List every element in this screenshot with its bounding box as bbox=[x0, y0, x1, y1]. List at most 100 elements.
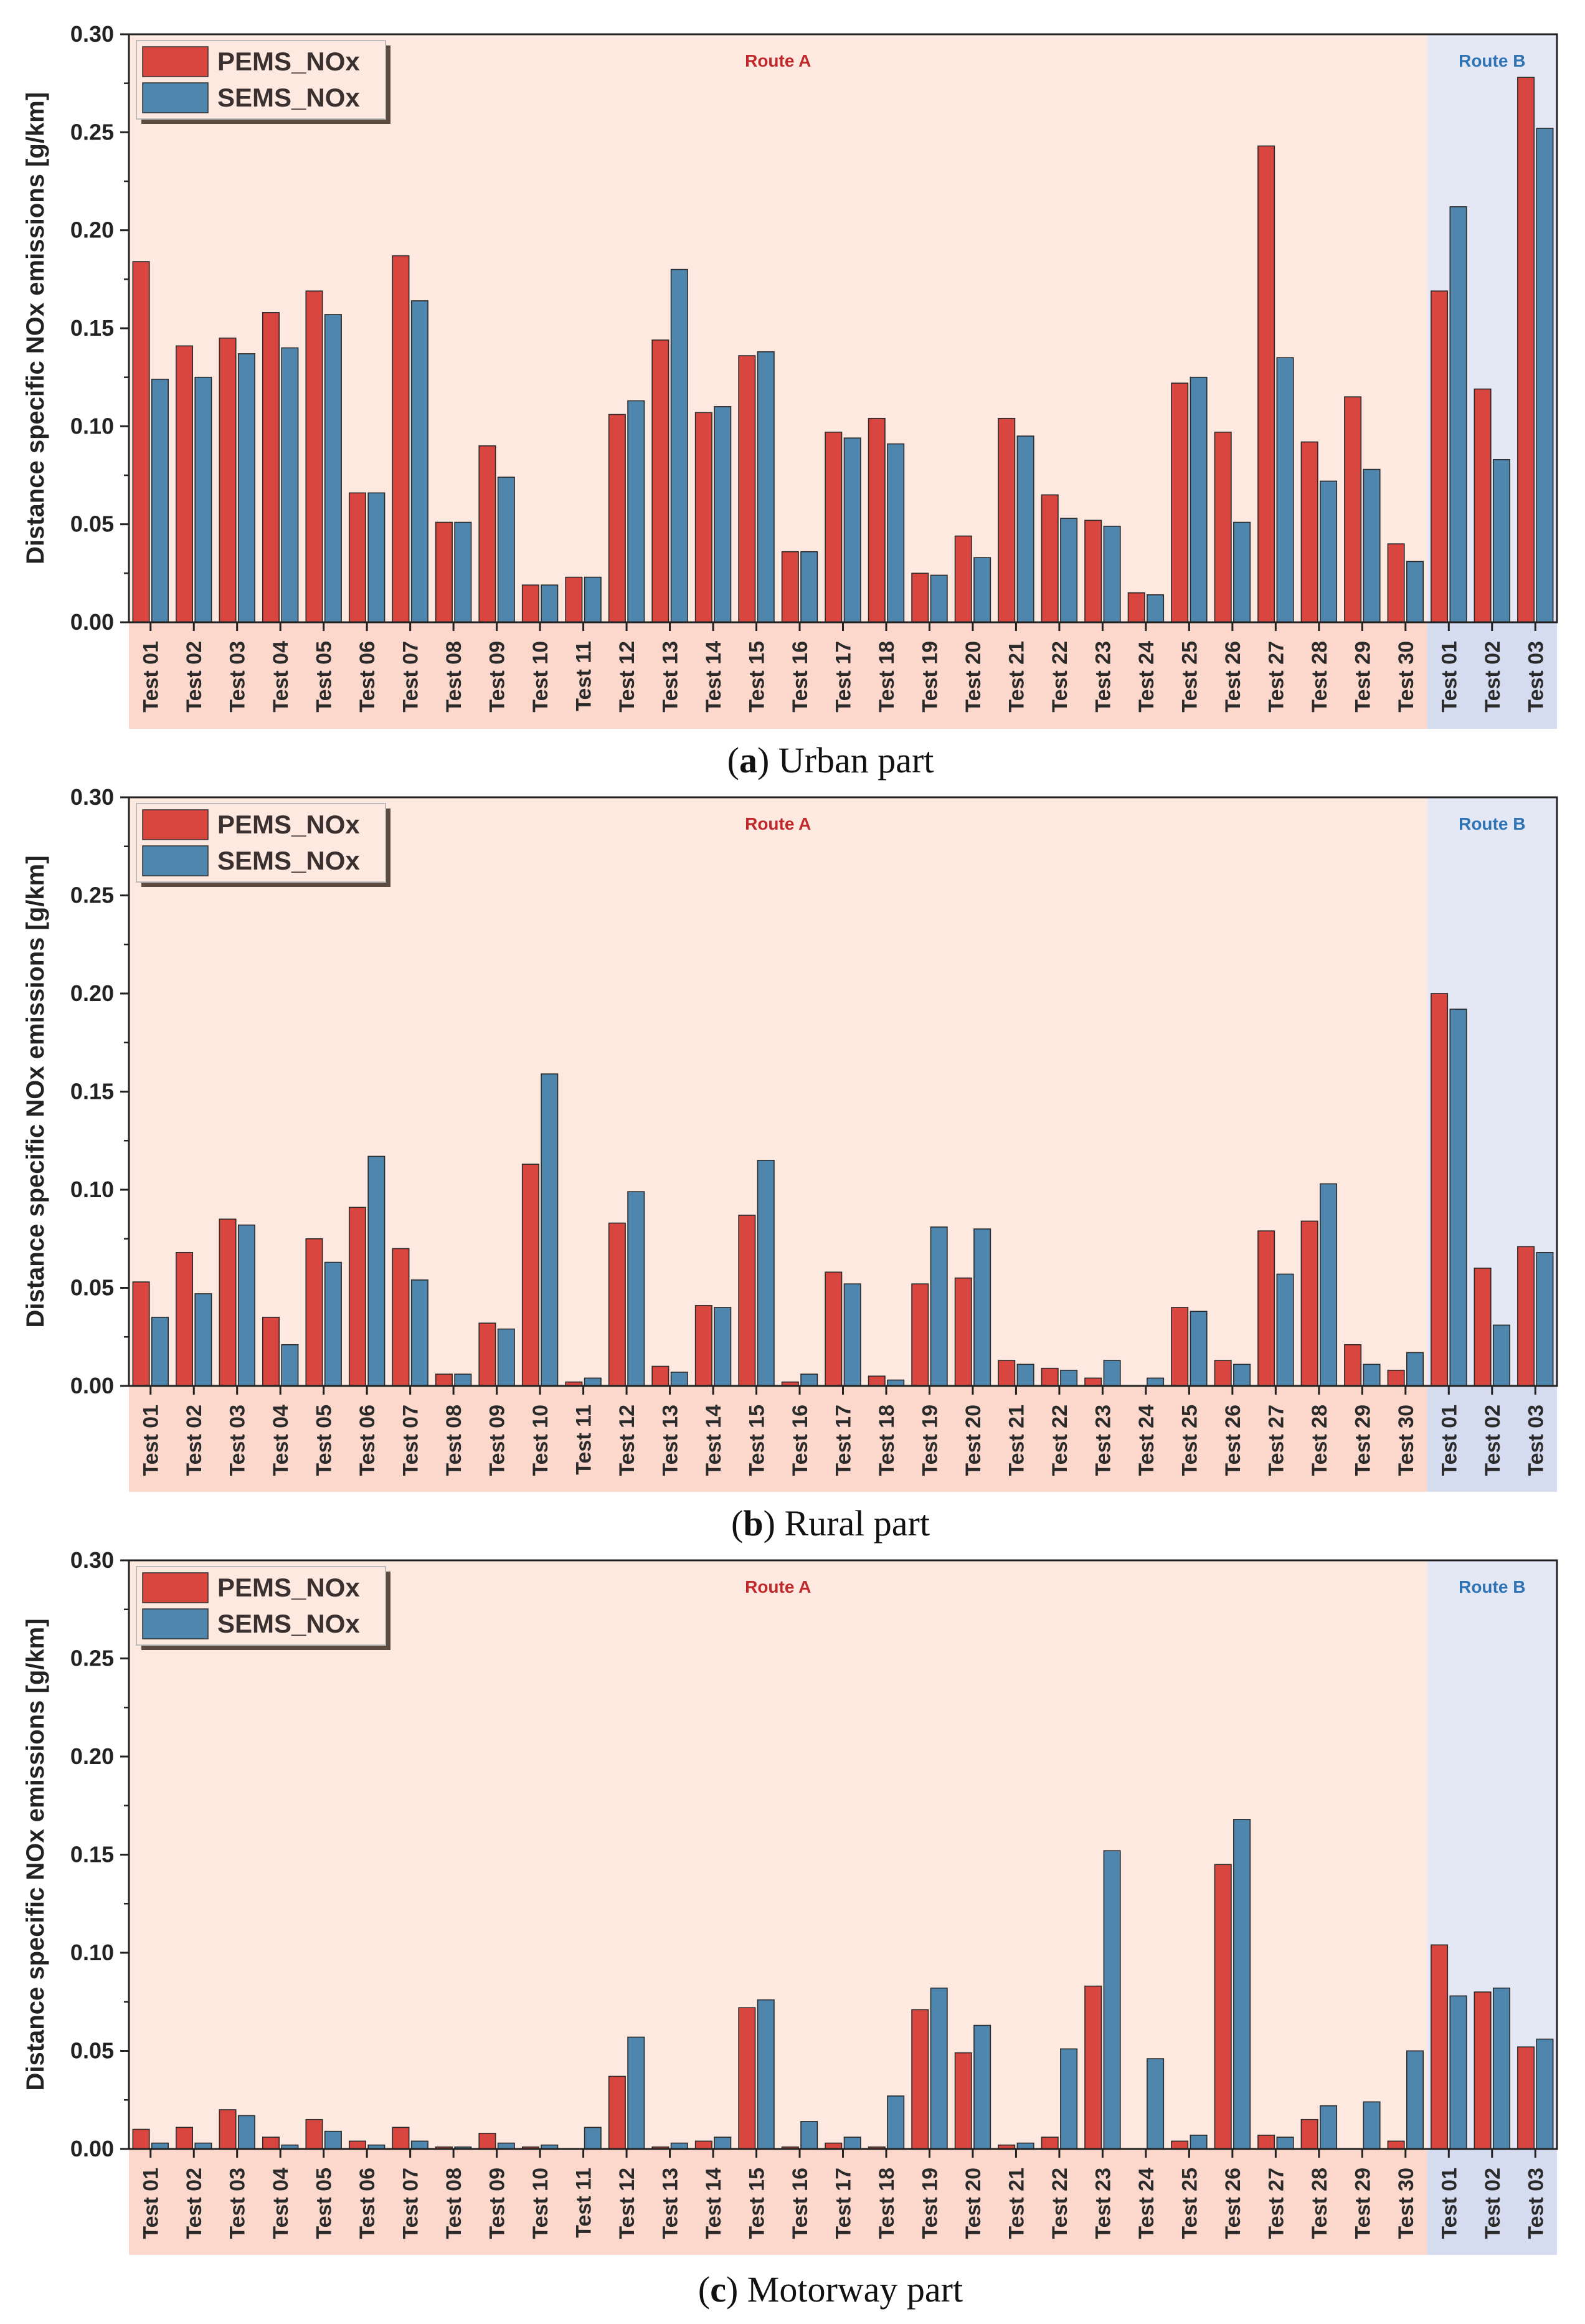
x-category-label-19: Test 19 bbox=[918, 2168, 942, 2239]
bar-sems-26 bbox=[1233, 1819, 1251, 2150]
x-category-label-3: Test 03 bbox=[226, 641, 250, 713]
bar-sems-3 bbox=[237, 353, 255, 623]
bar-pems-6 bbox=[348, 2140, 366, 2150]
bar-pems-25 bbox=[1171, 2140, 1189, 2150]
bar-sems-16 bbox=[800, 551, 818, 623]
bar-sems-33 bbox=[1536, 1252, 1554, 1387]
x-category-label-33: Test 03 bbox=[1524, 2168, 1548, 2239]
x-category-label-10: Test 10 bbox=[529, 1405, 552, 1476]
x-category-label-2: Test 02 bbox=[182, 1405, 206, 1476]
x-category-label-9: Test 09 bbox=[486, 641, 509, 713]
bar-sems-28 bbox=[1320, 2105, 1338, 2150]
route-b-label-band bbox=[1427, 1386, 1557, 1492]
legend-swatch-sems bbox=[142, 1608, 209, 1639]
bar-sems-11 bbox=[584, 576, 602, 623]
bar-sems-30 bbox=[1406, 1352, 1424, 1387]
caption-close-paren: ) bbox=[726, 2269, 738, 2310]
x-category-label-31: Test 01 bbox=[1437, 641, 1461, 713]
bar-sems-7 bbox=[410, 2140, 428, 2150]
legend-label-sems: SEMS_NOx bbox=[217, 1609, 360, 1638]
bar-sems-1 bbox=[151, 379, 169, 623]
x-category-label-12: Test 12 bbox=[615, 641, 639, 713]
x-category-label-22: Test 22 bbox=[1048, 2168, 1072, 2239]
bar-sems-8 bbox=[454, 1373, 472, 1387]
bar-pems-3 bbox=[219, 2109, 237, 2150]
bar-pems-20 bbox=[954, 1277, 972, 1387]
bar-pems-19 bbox=[911, 2009, 929, 2150]
bar-pems-26 bbox=[1214, 431, 1232, 623]
x-category-label-6: Test 06 bbox=[356, 2168, 379, 2239]
bar-sems-5 bbox=[324, 1261, 342, 1387]
y-tick-label: 0.25 bbox=[70, 119, 114, 145]
bar-pems-5 bbox=[305, 290, 323, 623]
x-category-label-18: Test 18 bbox=[875, 641, 899, 713]
bar-sems-24 bbox=[1147, 594, 1165, 623]
x-category-label-10: Test 10 bbox=[529, 2168, 552, 2239]
x-category-label-31: Test 01 bbox=[1437, 2168, 1461, 2239]
bar-sems-13 bbox=[670, 1372, 688, 1387]
bar-pems-32 bbox=[1474, 1991, 1492, 2150]
y-tick-label: 0.10 bbox=[70, 413, 114, 439]
x-category-label-15: Test 15 bbox=[745, 1405, 769, 1476]
bar-pems-20 bbox=[954, 535, 972, 623]
bar-pems-5 bbox=[305, 1238, 323, 1387]
legend-swatch-pems bbox=[142, 1572, 209, 1603]
caption-letter: a bbox=[739, 740, 757, 780]
x-category-label-16: Test 16 bbox=[788, 641, 812, 713]
bar-sems-3 bbox=[237, 1224, 255, 1387]
x-category-label-32: Test 02 bbox=[1481, 2168, 1505, 2239]
bar-sems-7 bbox=[410, 300, 428, 623]
y-tick-label: 0.30 bbox=[70, 784, 114, 810]
bar-pems-12 bbox=[608, 1222, 626, 1387]
x-category-label-20: Test 20 bbox=[962, 641, 985, 713]
bar-pems-4 bbox=[262, 2137, 280, 2150]
y-tick-label: 0.15 bbox=[70, 315, 114, 341]
bar-sems-11 bbox=[584, 1377, 602, 1387]
x-category-label-17: Test 17 bbox=[832, 1405, 856, 1476]
bar-sems-27 bbox=[1276, 2137, 1294, 2150]
bar-pems-27 bbox=[1257, 145, 1275, 623]
caption-close-paren: ) bbox=[764, 1503, 775, 1544]
bar-pems-8 bbox=[435, 1373, 453, 1387]
bar-pems-30 bbox=[1387, 2140, 1405, 2150]
bar-sems-4 bbox=[281, 347, 299, 623]
bar-sems-4 bbox=[281, 1344, 299, 1387]
bar-sems-31 bbox=[1449, 1008, 1467, 1387]
route-b-plot-background bbox=[1427, 1560, 1557, 2149]
bar-pems-32 bbox=[1474, 1268, 1492, 1387]
bar-pems-6 bbox=[348, 492, 366, 623]
bar-pems-25 bbox=[1171, 382, 1189, 623]
x-category-label-32: Test 02 bbox=[1481, 641, 1505, 713]
x-category-label-23: Test 23 bbox=[1091, 641, 1115, 713]
route-a-label-band bbox=[129, 2149, 1427, 2255]
x-category-label-26: Test 26 bbox=[1221, 641, 1245, 713]
bar-pems-20 bbox=[954, 2052, 972, 2150]
x-category-label-11: Test 11 bbox=[572, 2168, 596, 2238]
bar-sems-11 bbox=[584, 2127, 602, 2150]
bar-sems-22 bbox=[1060, 2048, 1078, 2150]
bar-pems-22 bbox=[1041, 1367, 1059, 1387]
y-tick-label: 0.15 bbox=[70, 1842, 114, 1867]
bar-pems-29 bbox=[1344, 1344, 1362, 1387]
bar-sems-16 bbox=[800, 1373, 818, 1387]
bar-pems-14 bbox=[694, 412, 712, 623]
x-category-label-11: Test 11 bbox=[572, 1405, 596, 1475]
bar-sems-32 bbox=[1492, 1324, 1510, 1387]
y-tick-label: 0.15 bbox=[70, 1079, 114, 1104]
panel-caption: (c) Motorway part bbox=[698, 2269, 963, 2310]
bar-pems-1 bbox=[132, 261, 150, 623]
x-category-label-13: Test 13 bbox=[659, 1405, 683, 1476]
x-category-label-28: Test 28 bbox=[1308, 2168, 1332, 2239]
x-category-label-19: Test 19 bbox=[918, 641, 942, 713]
bar-sems-16 bbox=[800, 2121, 818, 2150]
bar-pems-23 bbox=[1084, 1985, 1102, 2150]
bar-sems-25 bbox=[1190, 1311, 1208, 1387]
bar-sems-30 bbox=[1406, 2050, 1424, 2150]
bar-sems-6 bbox=[367, 492, 386, 623]
x-category-label-5: Test 05 bbox=[313, 2168, 336, 2239]
bar-sems-12 bbox=[627, 1191, 645, 1387]
bar-sems-24 bbox=[1147, 2058, 1165, 2150]
legend-swatch-sems bbox=[142, 82, 209, 113]
